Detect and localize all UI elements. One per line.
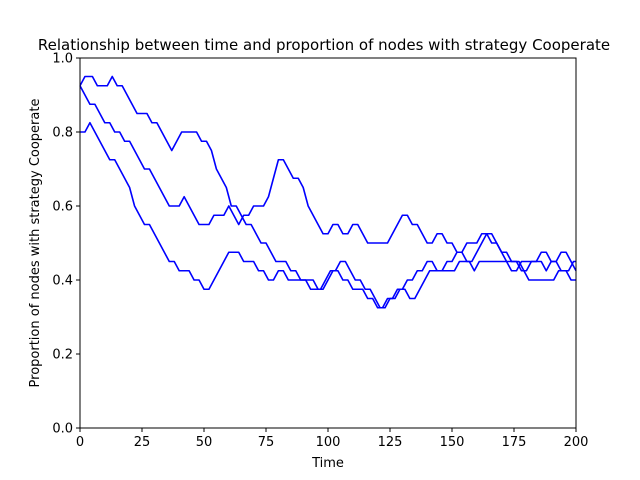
series-line-1 (79, 75, 576, 309)
plot-lines (79, 75, 577, 309)
x-tick-label: 100 (316, 435, 341, 450)
x-axis-label: Time (311, 456, 344, 471)
series-line-3 (80, 121, 576, 309)
y-tick-label: 0.0 (52, 422, 73, 437)
y-tick-label: 0.8 (52, 126, 73, 141)
chart-title: Relationship between time and proportion… (38, 36, 610, 54)
x-tick-label: 200 (564, 435, 589, 450)
y-tick-label: 0.2 (52, 348, 73, 363)
x-tick-label: 25 (134, 435, 151, 450)
y-tick-label: 1.0 (52, 52, 73, 67)
y-tick-label: 0.6 (52, 200, 73, 215)
x-tick-label: 0 (76, 435, 84, 450)
plot-frame (79, 57, 577, 429)
x-tick-label: 175 (502, 435, 527, 450)
y-axis-label: Proportion of nodes with strategy Cooper… (28, 99, 43, 388)
y-tick-label: 0.4 (52, 274, 73, 289)
x-axis-ticks: 0 25 50 75 100 125 150 175 200 (76, 428, 589, 450)
x-tick-label: 50 (196, 435, 213, 450)
x-tick-label: 150 (440, 435, 465, 450)
series-line-2 (79, 85, 577, 272)
x-tick-label: 75 (258, 435, 275, 450)
y-axis-ticks: 0.0 0.2 0.4 0.6 0.8 1.0 (52, 52, 80, 437)
x-tick-label: 125 (378, 435, 403, 450)
